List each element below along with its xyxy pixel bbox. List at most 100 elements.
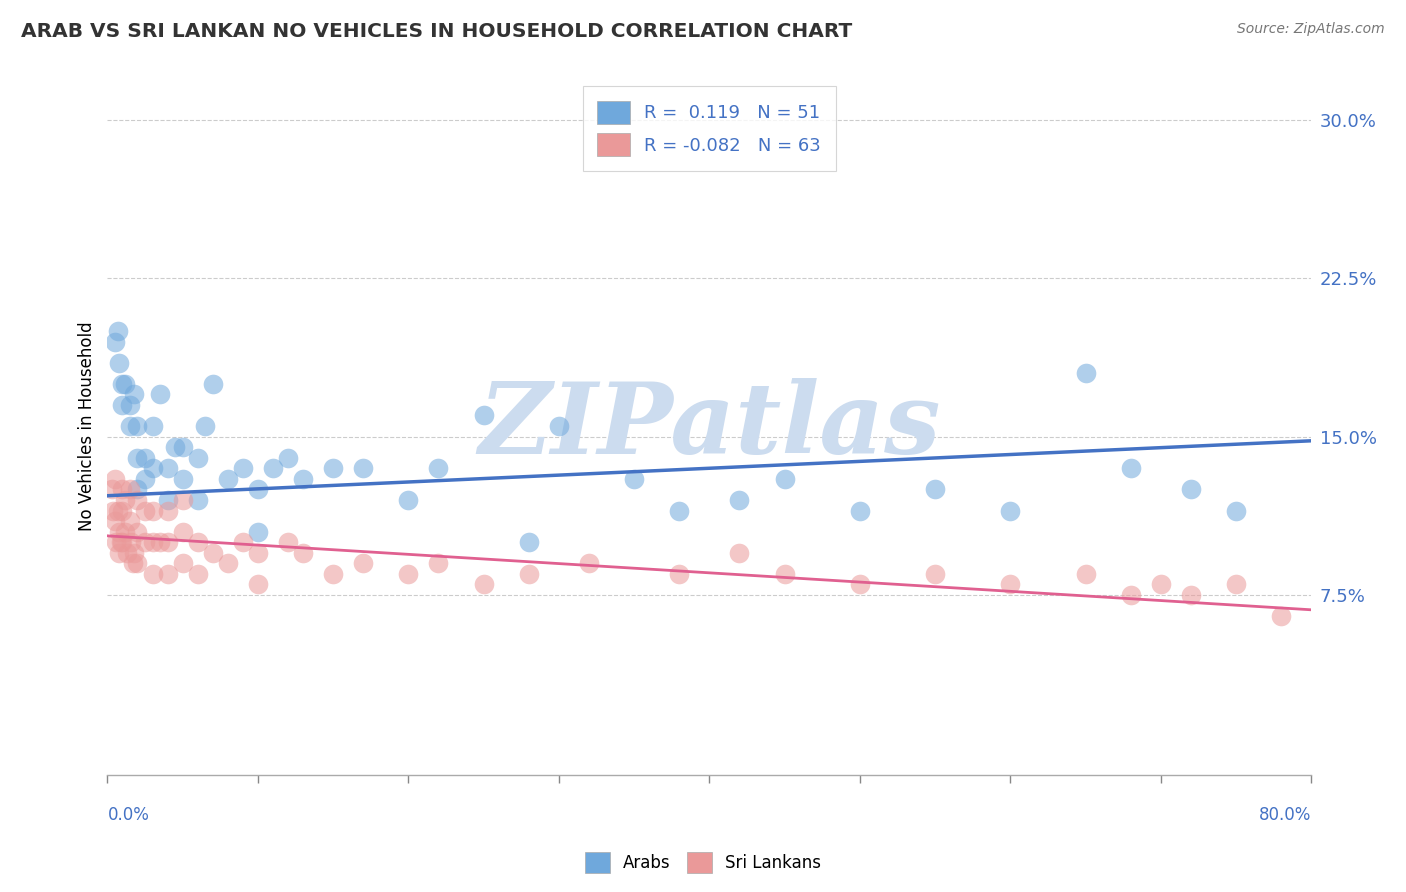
Point (472, 409, 495, 423)
Point (141, 461, 163, 475)
Point (118, 514, 141, 528)
Point (114, 492, 136, 507)
Point (134, 535, 156, 549)
Point (1074, 566, 1097, 581)
Point (924, 483, 946, 497)
Text: ARAB VS SRI LANKAN NO VEHICLES IN HOUSEHOLD CORRELATION CHART: ARAB VS SRI LANKAN NO VEHICLES IN HOUSEH… (21, 22, 852, 41)
Point (103, 503, 125, 517)
Point (277, 535, 299, 549)
Point (1119, 588, 1142, 602)
Point (849, 577, 872, 591)
Point (277, 450, 299, 465)
Point (107, 503, 129, 517)
Point (352, 461, 374, 475)
Text: Source: ZipAtlas.com: Source: ZipAtlas.com (1237, 22, 1385, 37)
Point (246, 483, 269, 497)
Point (127, 524, 149, 539)
Point (322, 566, 344, 581)
Point (547, 419, 569, 434)
Legend: R =  0.119   N = 51, R = -0.082   N = 63: R = 0.119 N = 51, R = -0.082 N = 63 (583, 87, 835, 170)
Point (1270, 609, 1292, 624)
Point (472, 577, 495, 591)
Point (849, 503, 872, 517)
Point (924, 566, 946, 581)
Point (1225, 577, 1247, 591)
Point (1150, 577, 1173, 591)
Point (149, 535, 172, 549)
Point (1119, 461, 1142, 475)
Point (111, 398, 134, 412)
Point (396, 492, 419, 507)
Point (292, 472, 315, 486)
Point (111, 483, 134, 497)
Point (773, 566, 796, 581)
Point (118, 483, 141, 497)
Point (108, 546, 131, 560)
Text: ZIPatlas: ZIPatlas (478, 377, 941, 475)
Point (108, 524, 131, 539)
Point (141, 419, 163, 434)
Point (134, 472, 156, 486)
Text: 80.0%: 80.0% (1258, 806, 1312, 824)
Point (127, 419, 149, 434)
Point (104, 472, 127, 486)
Point (149, 387, 172, 401)
Point (127, 492, 149, 507)
Point (1000, 503, 1022, 517)
Point (118, 398, 141, 412)
Point (396, 566, 419, 581)
Point (127, 450, 149, 465)
Point (172, 440, 194, 454)
Point (578, 557, 600, 571)
Point (201, 376, 224, 391)
Legend: Arabs, Sri Lankans: Arabs, Sri Lankans (578, 846, 828, 880)
Point (124, 387, 146, 401)
Point (127, 557, 149, 571)
Point (322, 461, 344, 475)
Point (194, 419, 217, 434)
Point (172, 472, 194, 486)
Point (427, 461, 450, 475)
Point (232, 535, 254, 549)
Point (623, 472, 645, 486)
Point (246, 524, 269, 539)
Point (114, 524, 136, 539)
Point (172, 557, 194, 571)
Point (165, 440, 187, 454)
Point (217, 557, 239, 571)
Point (120, 535, 142, 549)
Point (105, 535, 128, 549)
Point (111, 376, 134, 391)
Point (728, 546, 751, 560)
Point (517, 535, 540, 549)
Point (1180, 483, 1202, 497)
Point (104, 334, 127, 349)
Point (134, 450, 156, 465)
Point (172, 524, 194, 539)
Point (246, 546, 269, 560)
Point (1000, 577, 1022, 591)
Point (141, 535, 163, 549)
Point (217, 472, 239, 486)
Point (232, 461, 254, 475)
Point (156, 492, 179, 507)
Point (427, 557, 450, 571)
Point (156, 566, 179, 581)
Point (187, 450, 209, 465)
Point (104, 514, 127, 528)
Point (246, 577, 269, 591)
Point (107, 324, 129, 338)
Point (101, 483, 124, 497)
Point (156, 461, 179, 475)
Point (728, 492, 751, 507)
Point (1180, 588, 1202, 602)
Point (115, 546, 138, 560)
Point (110, 535, 132, 549)
Point (118, 419, 141, 434)
Point (111, 503, 134, 517)
Y-axis label: No Vehicles in Household: No Vehicles in Household (79, 321, 96, 531)
Point (187, 492, 209, 507)
Point (156, 503, 179, 517)
Point (122, 557, 145, 571)
Point (127, 483, 149, 497)
